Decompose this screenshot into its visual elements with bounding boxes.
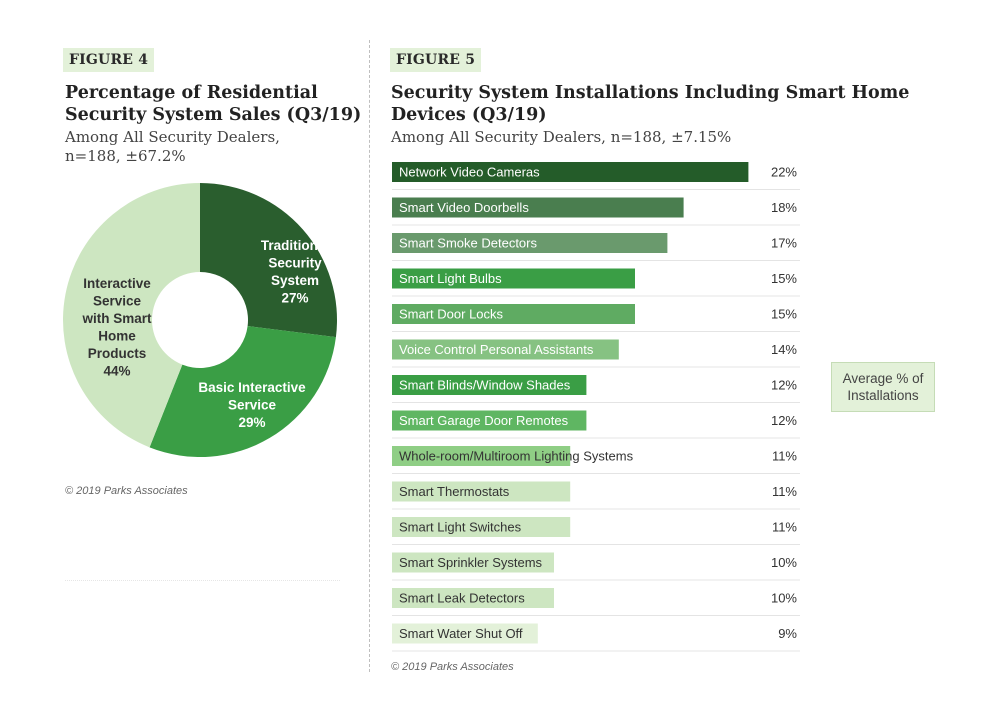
bar-label-12: Smart Leak Detectors bbox=[399, 591, 525, 606]
figure4-title-line1: Percentage of Residential bbox=[65, 83, 318, 103]
bar-label-11: Smart Sprinkler Systems bbox=[399, 555, 543, 570]
bar-value-7: 12% bbox=[771, 413, 797, 428]
bar-12 bbox=[392, 588, 554, 608]
bar-5 bbox=[392, 339, 619, 360]
bar-value-11: 10% bbox=[771, 555, 797, 570]
pie-label-1: Basic Interactive Service 29% bbox=[198, 380, 306, 430]
bar-value-13: 9% bbox=[778, 626, 797, 641]
bar-label-10: Smart Light Switches bbox=[399, 520, 522, 535]
bar-6 bbox=[392, 375, 587, 395]
bar-value-10: 11% bbox=[772, 520, 797, 535]
figure-divider bbox=[369, 40, 370, 672]
figure4-copyright: © 2019 Parks Associates bbox=[65, 485, 188, 497]
bar-8 bbox=[392, 446, 571, 466]
figure4-tag: FIGURE 4 bbox=[63, 48, 155, 72]
bar-4 bbox=[392, 304, 635, 324]
legend-line1: Average % of bbox=[842, 371, 924, 386]
figure5-bar-chart: Network Video Cameras 22% Smart Video Door… bbox=[392, 162, 800, 652]
bar-1 bbox=[392, 197, 684, 218]
figure4-subtitle: Among All Security Dealers, n=188, ±67.2… bbox=[65, 128, 280, 166]
legend-line2: Installations bbox=[847, 388, 919, 403]
bar-10 bbox=[392, 517, 571, 537]
figure4-subtitle-line1: Among All Security Dealers, bbox=[65, 128, 280, 146]
figure4-subtitle-line2: n=188, ±67.2% bbox=[65, 147, 186, 165]
bar-value-8: 11% bbox=[772, 449, 797, 464]
bar-value-12: 10% bbox=[771, 591, 797, 606]
bar-11 bbox=[392, 552, 554, 573]
bar-label-1: Smart Video Doorbells bbox=[399, 200, 529, 215]
figure4-donut-chart: Traditional Security System 27% Basic Intera… bbox=[63, 183, 337, 457]
figure5-title: Security System Installations Including … bbox=[391, 82, 909, 126]
bar-13 bbox=[392, 623, 538, 644]
bar-0 bbox=[392, 162, 749, 182]
bar-value-6: 12% bbox=[771, 378, 797, 393]
pie-slice-0 bbox=[200, 183, 337, 338]
figure5-title-line2: Devices (Q3/19) bbox=[391, 105, 547, 125]
bar-label-0: Network Video Cameras bbox=[399, 165, 540, 180]
pie-slice-1 bbox=[149, 326, 336, 457]
bar-2 bbox=[392, 233, 668, 253]
pie-slice-2 bbox=[63, 183, 200, 448]
bar-label-4: Smart Door Locks bbox=[399, 307, 504, 322]
figure4-title-line2: Security System Sales (Q3/19) bbox=[65, 105, 362, 125]
figure4-title: Percentage of Residential Security Syste… bbox=[65, 82, 361, 126]
figure5-subtitle: Among All Security Dealers, n=188, ±7.15… bbox=[391, 128, 732, 146]
figure5-legend: Average % of Installations bbox=[831, 362, 935, 412]
pie-label-0: Traditional Security System 27% bbox=[261, 238, 329, 306]
bar-label-3: Smart Light Bulbs bbox=[399, 271, 502, 286]
pie-label-2: Interactive Service with Smart Home Products… bbox=[81, 276, 152, 379]
bar-label-8: Whole-room/Multiroom Lighting Systems bbox=[399, 449, 634, 464]
bar-value-3: 15% bbox=[771, 271, 797, 286]
bar-label-13: Smart Water Shut Off bbox=[399, 626, 523, 641]
figure4-faint-divider bbox=[65, 580, 340, 581]
bar-label-7: Smart Garage Door Remotes bbox=[399, 413, 569, 428]
bar-value-2: 17% bbox=[771, 236, 797, 251]
bar-value-5: 14% bbox=[771, 342, 797, 357]
bar-9 bbox=[392, 481, 571, 502]
bar-label-6: Smart Blinds/Window Shades bbox=[399, 378, 571, 393]
figure5-tag: FIGURE 5 bbox=[390, 48, 482, 72]
bar-value-0: 22% bbox=[771, 165, 797, 180]
bar-value-4: 15% bbox=[771, 307, 797, 322]
bar-label-2: Smart Smoke Detectors bbox=[399, 236, 537, 251]
bar-label-5: Voice Control Personal Assistants bbox=[399, 342, 594, 357]
bar-value-1: 18% bbox=[771, 200, 797, 215]
bar-3 bbox=[392, 268, 635, 289]
bar-value-9: 11% bbox=[772, 484, 797, 499]
figure5-title-line1: Security System Installations Including … bbox=[391, 83, 910, 103]
bar-7 bbox=[392, 410, 587, 431]
figure5-copyright: © 2019 Parks Associates bbox=[391, 661, 514, 673]
bar-label-9: Smart Thermostats bbox=[399, 484, 510, 499]
